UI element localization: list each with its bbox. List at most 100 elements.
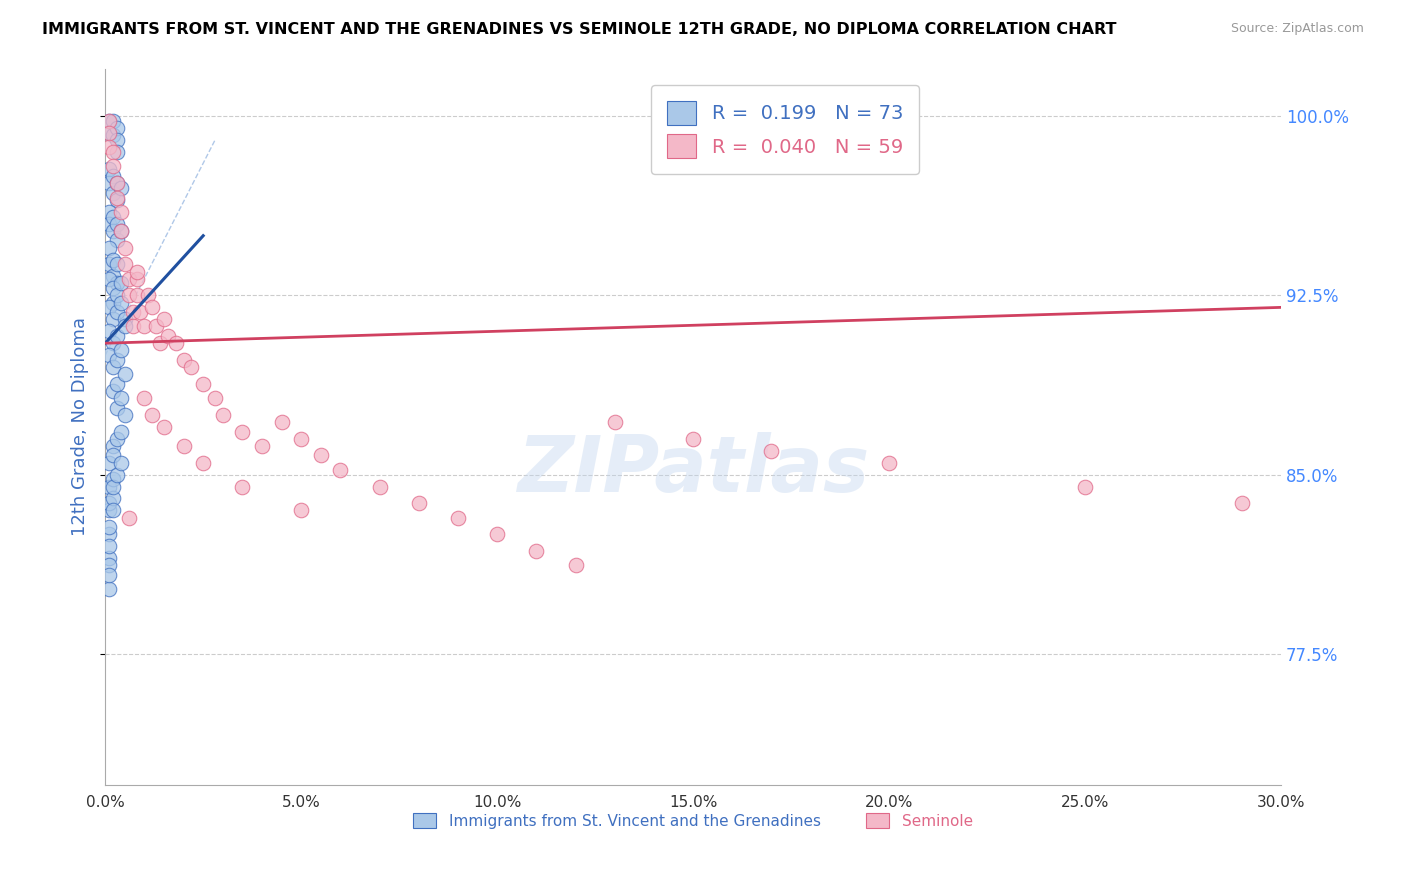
Point	[180, 360, 202, 375]
Point	[98, 348, 121, 362]
Point	[101, 439, 124, 453]
Point	[134, 319, 156, 334]
Point	[524, 544, 547, 558]
Text: Source: ZipAtlas.com: Source: ZipAtlas.com	[1230, 22, 1364, 36]
Point	[98, 257, 121, 271]
Point	[125, 264, 148, 278]
Point	[125, 288, 148, 302]
Point	[110, 181, 132, 195]
Point	[105, 145, 128, 160]
Point	[98, 161, 121, 176]
Point	[118, 510, 141, 524]
Point	[98, 217, 121, 231]
Point	[114, 312, 136, 326]
Point	[98, 551, 121, 566]
Point	[149, 336, 172, 351]
Point	[98, 126, 121, 140]
Point	[105, 305, 128, 319]
Point	[290, 432, 312, 446]
Point	[101, 224, 124, 238]
Point	[101, 491, 124, 506]
Point	[105, 176, 128, 190]
Text: IMMIGRANTS FROM ST. VINCENT AND THE GRENADINES VS SEMINOLE 12TH GRADE, NO DIPLOM: IMMIGRANTS FROM ST. VINCENT AND THE GREN…	[42, 22, 1116, 37]
Point	[98, 204, 121, 219]
Legend: Immigrants from St. Vincent and the Grenadines, Seminole: Immigrants from St. Vincent and the Gren…	[408, 806, 979, 835]
Point	[603, 415, 626, 429]
Text: ZIPatlas: ZIPatlas	[517, 432, 869, 508]
Point	[173, 439, 195, 453]
Point	[105, 190, 128, 204]
Point	[101, 503, 124, 517]
Point	[98, 176, 121, 190]
Point	[101, 128, 124, 143]
Point	[101, 312, 124, 326]
Point	[101, 186, 124, 200]
Point	[105, 234, 128, 248]
Point	[98, 140, 121, 154]
Point	[98, 527, 121, 541]
Point	[110, 224, 132, 238]
Point	[101, 269, 124, 284]
Point	[193, 456, 215, 470]
Point	[134, 391, 156, 405]
Point	[129, 305, 152, 319]
Point	[110, 391, 132, 405]
Point	[101, 472, 124, 486]
Point	[98, 496, 121, 510]
Point	[110, 425, 132, 439]
Point	[98, 271, 121, 285]
Point	[105, 277, 128, 291]
Point	[98, 568, 121, 582]
Point	[98, 520, 121, 534]
Point	[141, 408, 163, 422]
Y-axis label: 12th Grade, No Diploma: 12th Grade, No Diploma	[72, 318, 89, 536]
Point	[761, 443, 783, 458]
Point	[105, 329, 128, 343]
Point	[101, 360, 124, 375]
Point	[105, 257, 128, 271]
Point	[682, 432, 704, 446]
Point	[98, 114, 121, 128]
Point	[290, 503, 312, 517]
Point	[110, 204, 132, 219]
Point	[118, 271, 141, 285]
Point	[153, 419, 176, 434]
Point	[165, 336, 187, 351]
Point	[101, 479, 124, 493]
Point	[98, 324, 121, 338]
Point	[486, 527, 509, 541]
Point	[114, 408, 136, 422]
Point	[110, 295, 132, 310]
Point	[114, 368, 136, 382]
Point	[231, 425, 253, 439]
Point	[153, 312, 176, 326]
Point	[121, 319, 143, 334]
Point	[877, 456, 900, 470]
Point	[105, 217, 128, 231]
Point	[105, 467, 128, 482]
Point	[101, 384, 124, 398]
Point	[98, 114, 121, 128]
Point	[250, 439, 273, 453]
Point	[105, 288, 128, 302]
Point	[121, 305, 143, 319]
Point	[101, 449, 124, 463]
Point	[98, 456, 121, 470]
Point	[101, 145, 124, 160]
Point	[101, 295, 124, 310]
Point	[1230, 496, 1253, 510]
Point	[101, 160, 124, 174]
Point	[101, 281, 124, 295]
Point	[564, 558, 586, 573]
Point	[156, 329, 179, 343]
Point	[110, 277, 132, 291]
Point	[101, 252, 124, 267]
Point	[98, 539, 121, 553]
Point	[145, 319, 167, 334]
Point	[98, 503, 121, 517]
Point	[98, 241, 121, 255]
Point	[98, 126, 121, 140]
Point	[125, 271, 148, 285]
Point	[211, 408, 233, 422]
Point	[105, 176, 128, 190]
